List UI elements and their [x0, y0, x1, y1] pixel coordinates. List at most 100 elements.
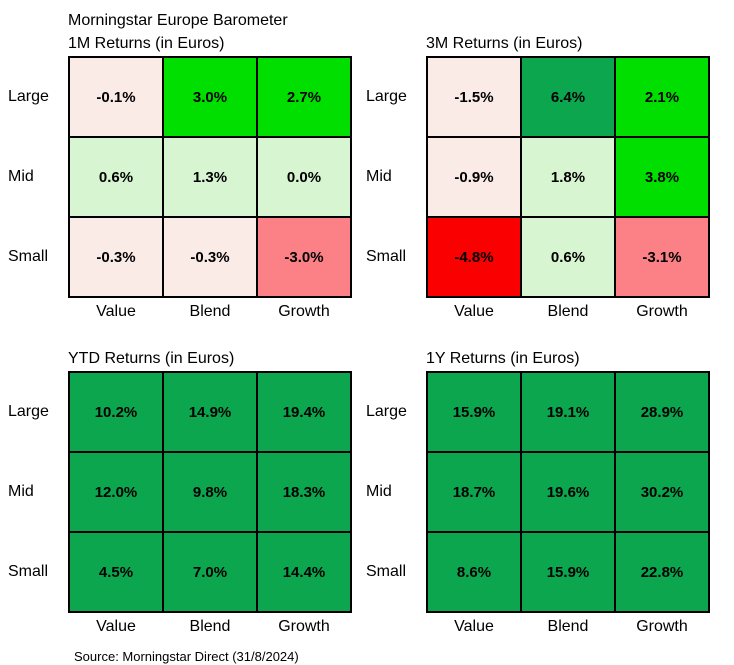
- return-cell: 12.0%: [68, 451, 164, 533]
- return-cell: -0.1%: [68, 56, 164, 138]
- panel-1m-returns: 1M Returns (in Euros) Large -0.1% 3.0% 2.7%…: [6, 33, 360, 328]
- row-label: Mid: [364, 452, 427, 532]
- return-cell: 1.8%: [520, 136, 616, 218]
- return-cell: 14.9%: [162, 371, 258, 453]
- row-label: Small: [6, 532, 69, 612]
- return-cell: -4.8%: [426, 216, 522, 298]
- corner-spacer: [364, 297, 427, 328]
- return-cell: 19.6%: [520, 451, 616, 533]
- return-cell: 4.5%: [68, 531, 164, 613]
- table-row: Small -4.8% 0.6% -3.1%: [364, 216, 710, 298]
- stylebox-1m: Large -0.1% 3.0% 2.7% Mid 0.6% 1.3% 0.0% Small -0…: [6, 56, 360, 328]
- column-label: Growth: [615, 297, 709, 328]
- table-row: Large 15.9% 19.1% 28.9%: [364, 371, 710, 453]
- column-label: Growth: [257, 297, 351, 328]
- column-label-row: Value Blend Growth: [364, 612, 709, 643]
- return-cell: 14.4%: [256, 531, 352, 613]
- return-cell: 9.8%: [162, 451, 258, 533]
- panel-title-3m: 3M Returns (in Euros): [426, 35, 583, 52]
- column-label-row: Value Blend Growth: [6, 612, 351, 643]
- panel-title-1y: 1Y Returns (in Euros): [426, 350, 580, 367]
- row-label: Mid: [6, 137, 69, 217]
- return-cell: -0.9%: [426, 136, 522, 218]
- return-cell: 3.0%: [162, 56, 258, 138]
- table-row: Mid 18.7% 19.6% 30.2%: [364, 451, 710, 533]
- corner-spacer: [6, 297, 69, 328]
- return-cell: 18.3%: [256, 451, 352, 533]
- row-label: Mid: [364, 137, 427, 217]
- source-note: Source: Morningstar Direct (31/8/2024): [74, 649, 299, 664]
- return-cell: 18.7%: [426, 451, 522, 533]
- return-cell: 2.7%: [256, 56, 352, 138]
- return-cell: 7.0%: [162, 531, 258, 613]
- stylebox-1y: Large 15.9% 19.1% 28.9% Mid 18.7% 19.6% 30.2% Sm…: [364, 371, 718, 643]
- row-label: Large: [364, 57, 427, 137]
- return-cell: 8.6%: [426, 531, 522, 613]
- stylebox-table: Large 15.9% 19.1% 28.9% Mid 18.7% 19.6% 30.2% Sm…: [364, 371, 710, 643]
- corner-spacer: [364, 612, 427, 643]
- panel-3m-returns: 3M Returns (in Euros) Large -1.5% 6.4% 2.1%…: [364, 33, 718, 328]
- return-cell: 0.0%: [256, 136, 352, 218]
- column-label: Blend: [163, 297, 257, 328]
- return-cell: 3.8%: [614, 136, 710, 218]
- column-label: Blend: [521, 297, 615, 328]
- return-cell: 0.6%: [68, 136, 164, 218]
- return-cell: 28.9%: [614, 371, 710, 453]
- row-label: Large: [6, 372, 69, 452]
- stylebox-table: Large -1.5% 6.4% 2.1% Mid -0.9% 1.8% 3.8% Small -…: [364, 56, 710, 328]
- page-title: Morningstar Europe Barometer: [68, 12, 288, 29]
- column-label: Growth: [257, 612, 351, 643]
- row-label: Small: [364, 532, 427, 612]
- panels-grid: 1M Returns (in Euros) Large -0.1% 3.0% 2.7%…: [6, 33, 734, 664]
- return-cell: -0.3%: [162, 216, 258, 298]
- stylebox-table: Large -0.1% 3.0% 2.7% Mid 0.6% 1.3% 0.0% Small -0…: [6, 56, 352, 328]
- column-label: Blend: [521, 612, 615, 643]
- table-row: Large -1.5% 6.4% 2.1%: [364, 56, 710, 138]
- table-row: Mid 12.0% 9.8% 18.3%: [6, 451, 352, 533]
- return-cell: 19.4%: [256, 371, 352, 453]
- table-row: Small 4.5% 7.0% 14.4%: [6, 531, 352, 613]
- return-cell: -3.1%: [614, 216, 710, 298]
- column-label: Growth: [615, 612, 709, 643]
- row-label: Large: [6, 57, 69, 137]
- corner-spacer: [6, 612, 69, 643]
- return-cell: -0.3%: [68, 216, 164, 298]
- table-row: Large -0.1% 3.0% 2.7%: [6, 56, 352, 138]
- stylebox-3m: Large -1.5% 6.4% 2.1% Mid -0.9% 1.8% 3.8% Small -…: [364, 56, 718, 328]
- row-label: Small: [6, 217, 69, 297]
- column-label-row: Value Blend Growth: [364, 297, 709, 328]
- column-label: Value: [69, 612, 163, 643]
- return-cell: 6.4%: [520, 56, 616, 138]
- panel-title-1m: 1M Returns (in Euros): [68, 35, 225, 52]
- return-cell: 0.6%: [520, 216, 616, 298]
- table-row: Small -0.3% -0.3% -3.0%: [6, 216, 352, 298]
- return-cell: 19.1%: [520, 371, 616, 453]
- panel-title-ytd: YTD Returns (in Euros): [68, 350, 235, 367]
- row-label: Large: [364, 372, 427, 452]
- stylebox-table: Large 10.2% 14.9% 19.4% Mid 12.0% 9.8% 18.3% Sma…: [6, 371, 352, 643]
- column-label: Value: [427, 297, 521, 328]
- row-label: Small: [364, 217, 427, 297]
- row-label: Mid: [6, 452, 69, 532]
- table-row: Small 8.6% 15.9% 22.8%: [364, 531, 710, 613]
- table-row: Mid 0.6% 1.3% 0.0%: [6, 136, 352, 218]
- return-cell: 1.3%: [162, 136, 258, 218]
- return-cell: 22.8%: [614, 531, 710, 613]
- return-cell: 15.9%: [426, 371, 522, 453]
- return-cell: -3.0%: [256, 216, 352, 298]
- column-label: Blend: [163, 612, 257, 643]
- panel-ytd-returns: YTD Returns (in Euros) Large 10.2% 14.9% 19…: [6, 348, 360, 664]
- return-cell: 15.9%: [520, 531, 616, 613]
- return-cell: 10.2%: [68, 371, 164, 453]
- stylebox-ytd: Large 10.2% 14.9% 19.4% Mid 12.0% 9.8% 18.3% Sma…: [6, 371, 360, 643]
- table-row: Large 10.2% 14.9% 19.4%: [6, 371, 352, 453]
- panel-1y-returns: 1Y Returns (in Euros) Large 15.9% 19.1% 28.…: [364, 348, 718, 664]
- column-label: Value: [427, 612, 521, 643]
- column-label-row: Value Blend Growth: [6, 297, 351, 328]
- return-cell: 30.2%: [614, 451, 710, 533]
- table-row: Mid -0.9% 1.8% 3.8%: [364, 136, 710, 218]
- return-cell: 2.1%: [614, 56, 710, 138]
- column-label: Value: [69, 297, 163, 328]
- return-cell: -1.5%: [426, 56, 522, 138]
